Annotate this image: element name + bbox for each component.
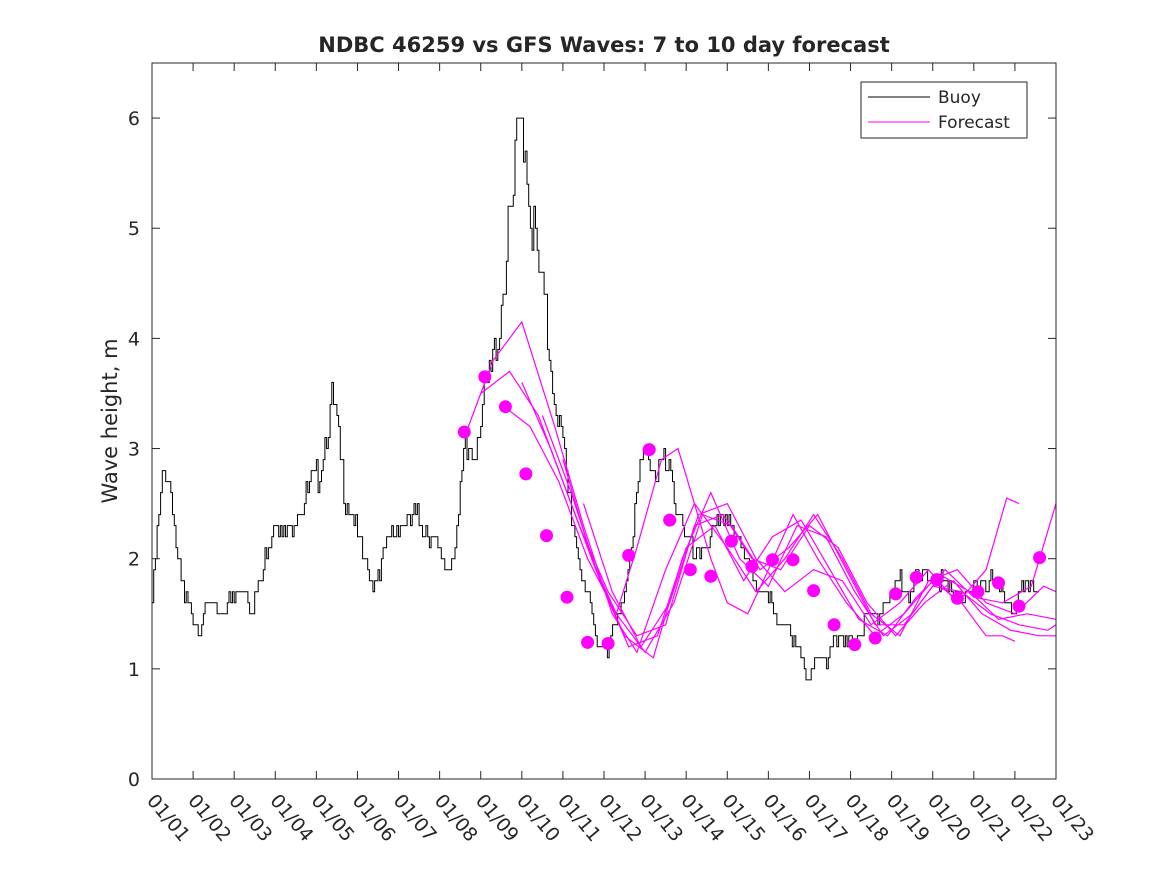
x-tick-label: 01/16 bbox=[759, 790, 811, 846]
forecast-point bbox=[745, 559, 759, 573]
forecast-point bbox=[827, 618, 841, 632]
forecast-point bbox=[622, 548, 636, 562]
x-tick-label: 01/20 bbox=[923, 790, 975, 846]
x-tick-label: 01/17 bbox=[800, 790, 852, 846]
legend: Buoy Forecast bbox=[860, 81, 1028, 139]
y-tick-label: 1 bbox=[128, 659, 140, 681]
x-tick-label: 01/07 bbox=[389, 790, 441, 846]
x-tick-label: 01/08 bbox=[430, 790, 482, 846]
forecast-point bbox=[724, 534, 738, 548]
forecast-point bbox=[601, 637, 615, 650]
forecast-point bbox=[889, 587, 903, 601]
x-tick-label: 01/18 bbox=[841, 790, 893, 846]
x-tick-label: 01/06 bbox=[348, 790, 400, 846]
legend-forecast-label: Forecast bbox=[938, 113, 1010, 133]
forecast-point bbox=[868, 631, 882, 645]
forecast-point bbox=[704, 569, 718, 583]
y-tick-label: 0 bbox=[128, 769, 140, 791]
x-tick-label: 01/19 bbox=[882, 790, 934, 846]
buoy-line bbox=[152, 117, 1039, 681]
forecast-markers bbox=[457, 370, 1047, 652]
forecast-point bbox=[950, 591, 964, 605]
forecast-point bbox=[457, 425, 471, 439]
forecast-point bbox=[683, 563, 697, 577]
forecast-point bbox=[807, 584, 821, 598]
forecast-point bbox=[498, 400, 512, 414]
plot-background bbox=[152, 63, 1056, 779]
legend-buoy-label: Buoy bbox=[938, 88, 981, 108]
x-tick-label: 01/21 bbox=[964, 790, 1016, 846]
buoy-series bbox=[152, 117, 1039, 681]
x-tick-label: 01/03 bbox=[224, 790, 276, 846]
y-tick-label: 3 bbox=[128, 439, 140, 461]
forecast-run-line bbox=[582, 497, 1020, 648]
forecast-run-line bbox=[541, 415, 1057, 648]
x-tick-label: 01/15 bbox=[717, 790, 769, 846]
x-tick-label: 01/22 bbox=[1005, 790, 1057, 846]
x-tick-label: 01/10 bbox=[512, 790, 564, 846]
y-tick-label: 2 bbox=[128, 549, 140, 571]
x-tick-label: 01/13 bbox=[635, 790, 687, 846]
y-axis-label: Wave height, m bbox=[98, 338, 122, 503]
x-tick-label: 01/12 bbox=[594, 790, 646, 846]
forecast-run-line bbox=[521, 382, 1056, 637]
y-axis: 0 1 2 3 4 5 6 bbox=[128, 108, 1056, 791]
y-tick-label: 4 bbox=[128, 328, 140, 350]
legend-box bbox=[860, 81, 1028, 139]
forecast-point bbox=[848, 638, 862, 652]
forecast-series bbox=[463, 320, 1057, 659]
y-tick-label: 6 bbox=[128, 108, 140, 130]
forecast-point bbox=[992, 576, 1005, 590]
forecast-run-line bbox=[500, 404, 1057, 654]
forecast-point bbox=[663, 513, 677, 527]
x-tick-label: 01/09 bbox=[471, 790, 523, 846]
x-tick-label: 01/14 bbox=[676, 790, 728, 846]
y-tick-label: 5 bbox=[128, 218, 140, 240]
x-tick-label: 01/23 bbox=[1046, 790, 1098, 846]
forecast-point bbox=[971, 585, 985, 599]
forecast-point bbox=[766, 553, 779, 567]
forecast-point bbox=[642, 443, 656, 457]
x-tick-label: 01/05 bbox=[307, 790, 359, 846]
forecast-point bbox=[560, 590, 574, 604]
forecast-point bbox=[478, 370, 492, 384]
forecast-point bbox=[1033, 551, 1047, 565]
chart-title: NDBC 46259 vs GFS Waves: 7 to 10 day for… bbox=[318, 33, 889, 57]
x-tick-label: 01/04 bbox=[265, 790, 317, 846]
forecast-point bbox=[519, 467, 533, 481]
x-tick-label: 01/01 bbox=[142, 790, 194, 846]
forecast-point bbox=[786, 553, 800, 567]
forecast-point bbox=[909, 570, 923, 584]
forecast-point bbox=[540, 529, 553, 543]
x-tick-label: 01/02 bbox=[183, 790, 235, 846]
forecast-point bbox=[581, 635, 595, 649]
x-tick-label: 01/11 bbox=[553, 790, 605, 846]
forecast-point bbox=[930, 573, 944, 587]
forecast-point bbox=[1012, 599, 1026, 613]
